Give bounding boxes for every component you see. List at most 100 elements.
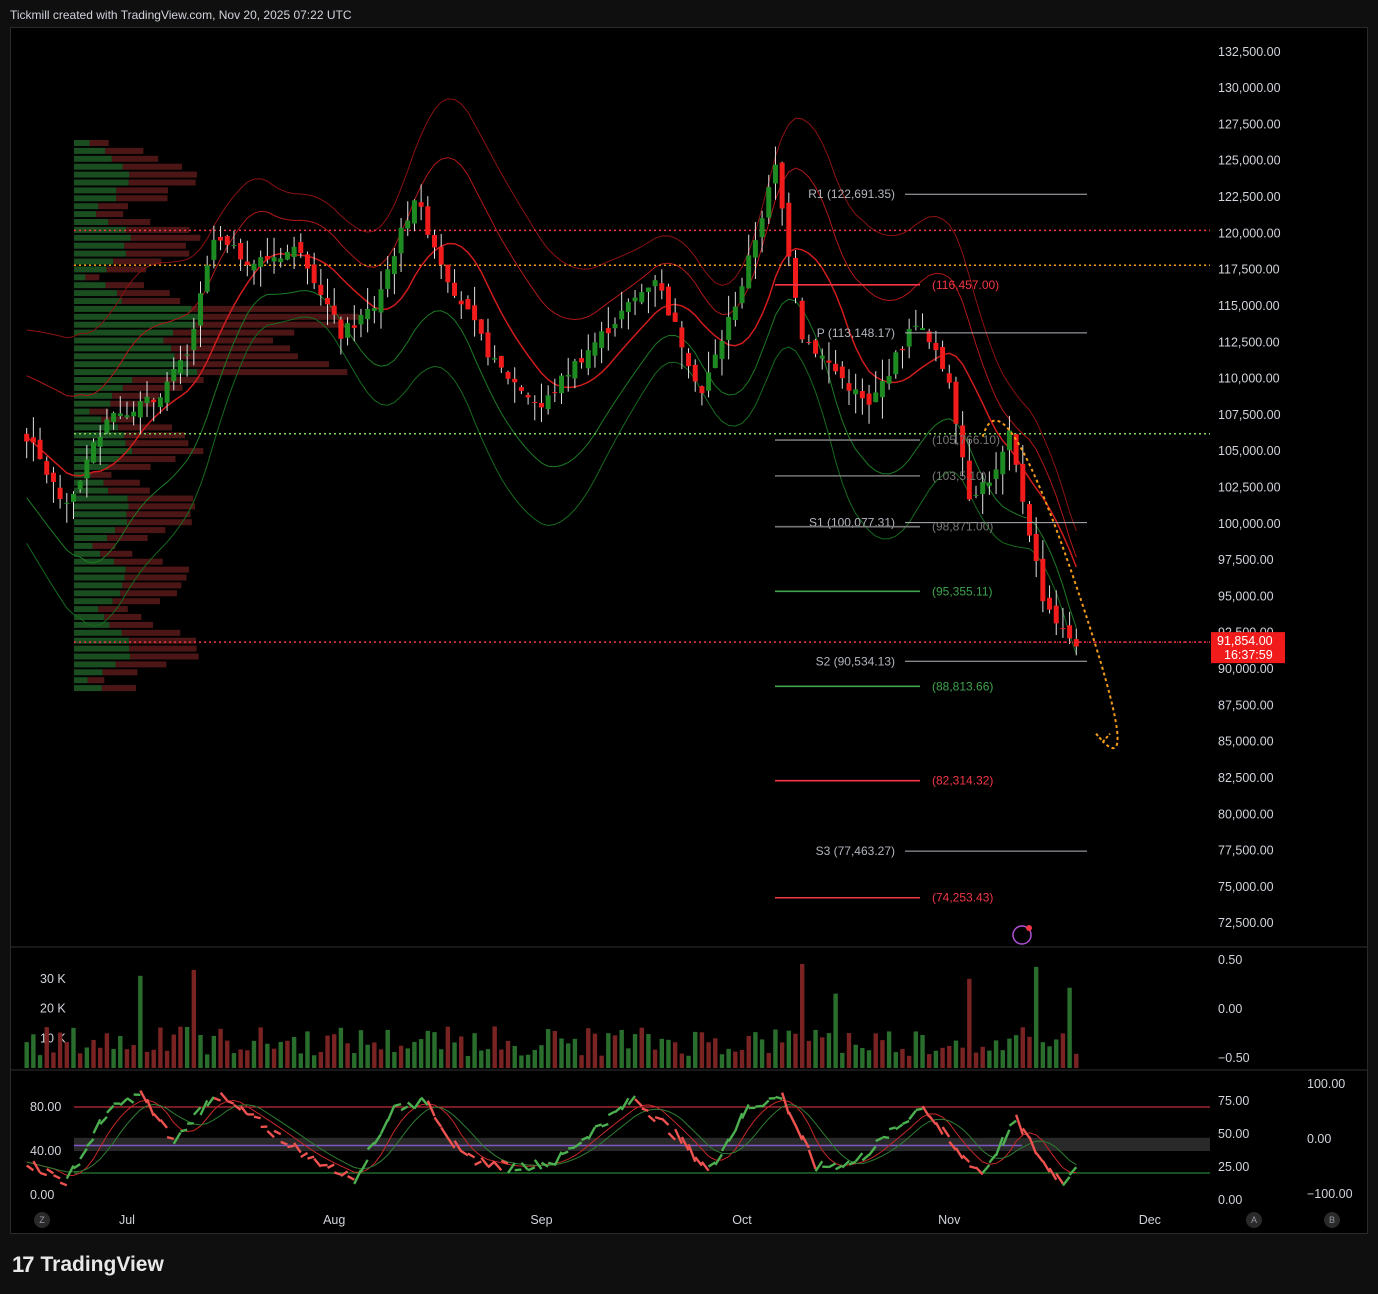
oscillator-main-line — [540, 1161, 549, 1168]
candle-body — [726, 316, 732, 340]
volume-profile-bar — [74, 258, 114, 265]
chart-header: Tickmill created with TradingView.com, N… — [10, 8, 352, 22]
volume-profile-bar — [74, 416, 102, 423]
volume-bar — [947, 1045, 952, 1068]
candle-body — [1067, 625, 1073, 639]
volume-bar — [693, 1031, 698, 1068]
corner-button-a[interactable]: A — [1246, 1212, 1262, 1228]
candle-body — [238, 243, 244, 260]
oscillator-main-line — [300, 1151, 309, 1159]
price-axis-tick: 95,000.00 — [1218, 589, 1274, 603]
volume-bar — [258, 1027, 263, 1068]
candle-body — [64, 502, 70, 504]
volume-bar — [980, 1046, 985, 1068]
volume-profile-bar — [132, 377, 204, 383]
corner-button-z[interactable]: Z — [34, 1212, 50, 1228]
candle-body — [218, 236, 224, 241]
oscillator-main-line — [981, 1164, 991, 1174]
candle-body — [926, 331, 932, 343]
oscillator-main-line — [654, 1115, 663, 1121]
candle-body — [953, 381, 959, 424]
price-axis-tick: 127,500.00 — [1218, 117, 1281, 131]
volume-bar — [766, 1052, 771, 1068]
corner-button-b[interactable]: B — [1324, 1212, 1340, 1228]
volume-bar — [31, 1034, 36, 1068]
oscillator-main-line — [861, 1153, 870, 1162]
volume-bar — [552, 1031, 558, 1068]
price-axis-tick: 77,500.00 — [1218, 844, 1274, 858]
volume-bar — [519, 1055, 524, 1068]
volume-axis-tick: 10 K — [40, 1031, 66, 1045]
volume-bar — [646, 1034, 651, 1068]
volume-bar — [1060, 1033, 1066, 1068]
volume-bar — [138, 975, 143, 1068]
candle-body — [692, 364, 698, 382]
candle-body — [712, 354, 718, 368]
candle-body — [946, 373, 952, 383]
volume-bar — [311, 1055, 317, 1068]
oscillator-main-line — [814, 1160, 824, 1172]
volume-bar — [632, 1034, 638, 1068]
candle-body — [986, 482, 992, 486]
volume-bar — [927, 1054, 932, 1068]
candle-body — [559, 375, 565, 394]
volume-bar — [372, 1042, 377, 1068]
envelope-band-line — [26, 98, 1077, 532]
candle-body — [104, 419, 110, 433]
oscillator-main-line — [493, 1161, 503, 1172]
price-axis-tick: 75,000.00 — [1218, 880, 1274, 894]
candle-body — [278, 258, 284, 263]
oscillator-axis-tick: 0.00 — [30, 1188, 54, 1202]
volume-profile-bar — [90, 471, 112, 478]
volume-profile-bar — [74, 329, 174, 336]
time-axis-tick: Sep — [530, 1213, 552, 1227]
oscillator-main-line — [527, 1166, 536, 1172]
volume-profile-bar — [74, 614, 105, 620]
volume-bar — [465, 1055, 471, 1068]
volume-profile-bar — [111, 155, 159, 162]
volume-profile-bar — [74, 637, 129, 644]
volume-bar — [1007, 1038, 1012, 1068]
volume-bar — [786, 1030, 792, 1068]
volume-bar — [111, 1048, 116, 1068]
candle-body — [766, 187, 772, 218]
price-axis-tick: 120,000.00 — [1218, 226, 1281, 240]
volume-profile-bar — [188, 361, 330, 368]
volume-profile-bar — [74, 511, 127, 518]
volume-profile-bar — [74, 290, 118, 297]
oscillator-main-line — [994, 1136, 1004, 1157]
oscillator-main-line — [119, 1098, 128, 1107]
candle-body — [906, 328, 912, 347]
volume-profile-bar — [171, 345, 291, 352]
volume-profile-bar — [119, 456, 176, 462]
volume-profile-bar — [130, 234, 201, 241]
volume-profile-bar — [74, 661, 116, 668]
volume-profile-bar — [74, 313, 203, 320]
volume-profile-bar — [74, 203, 99, 210]
candle-body — [599, 331, 605, 348]
volume-profile-bar — [74, 155, 112, 162]
oscillator-main-line — [1028, 1136, 1038, 1155]
pivot-level-label: S2 (90,534.13) — [816, 654, 895, 668]
oscillator-main-line — [253, 1115, 261, 1120]
candle-body — [1040, 558, 1046, 602]
candle-body — [846, 383, 852, 391]
volume-bar — [652, 1049, 658, 1068]
oscillator-main-line — [239, 1105, 249, 1116]
volume-bar — [793, 1033, 798, 1068]
volume-profile-bar — [128, 503, 196, 510]
volume-bar — [953, 1040, 959, 1068]
candle-body — [899, 348, 905, 351]
oscillator-main-line — [647, 1114, 656, 1123]
volume-profile-bar — [124, 574, 187, 581]
candle-body — [418, 202, 424, 207]
chart-frame[interactable] — [10, 27, 1368, 1234]
volume-profile-bar — [120, 590, 177, 597]
volume-bar — [853, 1044, 858, 1068]
pivot-level-label: (105,766.10) — [932, 433, 1000, 447]
candle-body — [960, 425, 966, 458]
oscillator-main-line — [500, 1159, 509, 1165]
volume-profile-bar — [116, 195, 168, 202]
candle-body — [177, 360, 183, 374]
